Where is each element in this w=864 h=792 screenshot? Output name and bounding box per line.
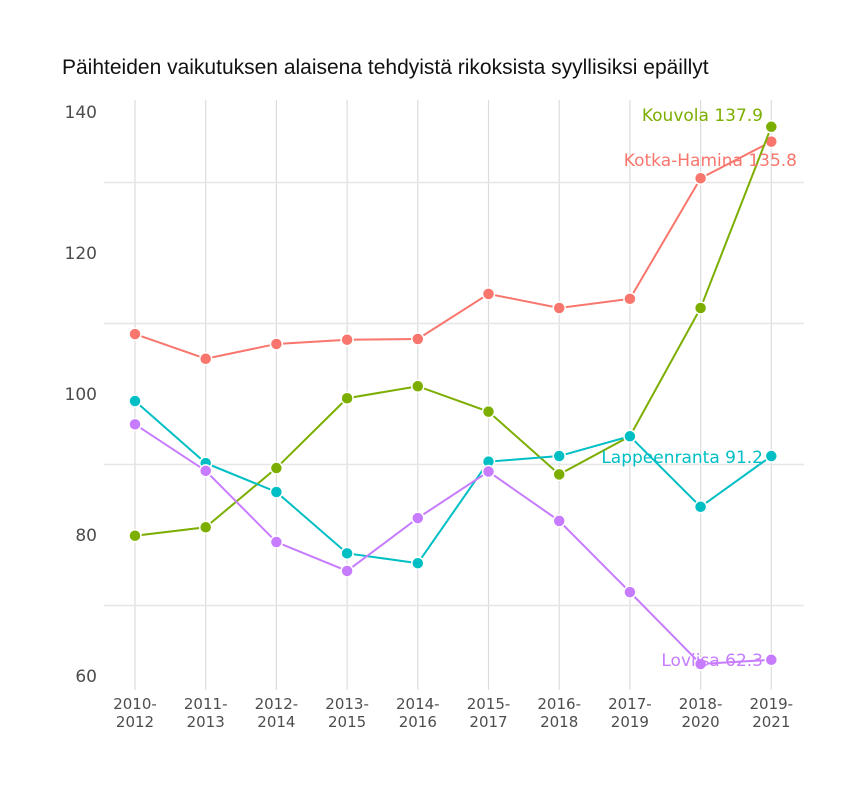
data-point — [623, 292, 637, 306]
series-labels: Kotka-Hamina 135.8 Kouvola 137.9 Lappeenra… — [601, 106, 797, 671]
data-point — [623, 429, 637, 444]
x-tick-label: 2010-2012 — [113, 695, 157, 731]
x-tick-label: 2012-2014 — [255, 695, 299, 731]
data-point — [340, 546, 354, 561]
series-kouvola — [128, 120, 779, 543]
series-line — [134, 126, 773, 537]
series-line — [134, 140, 772, 360]
data-point — [269, 461, 284, 475]
data-point — [693, 301, 708, 315]
data-point — [198, 352, 213, 366]
data-point — [693, 171, 708, 186]
x-tick-label: 2011-2013 — [184, 695, 228, 731]
data-point — [198, 464, 213, 478]
x-axis: 2010-2012 2011-2013 2012-2014 2013-2015 2014… — [113, 695, 793, 731]
data-point — [411, 379, 425, 393]
y-axis: 60 80 100 120 140 — [65, 103, 97, 687]
data-point — [411, 511, 425, 525]
x-tick-label: 2014-2016 — [396, 695, 440, 731]
gridlines — [104, 100, 804, 690]
series-end-label: Kouvola 137.9 — [642, 106, 763, 126]
data-point — [269, 485, 284, 499]
series-line — [134, 423, 772, 666]
data-point — [481, 287, 496, 301]
y-tick-label: 80 — [75, 526, 97, 546]
x-tick-label: 2015-2017 — [467, 695, 511, 731]
data-point — [764, 120, 779, 134]
y-tick-label: 60 — [75, 667, 97, 687]
chart-title: Päihteiden vaikutuksen alaisena tehdyist… — [62, 56, 709, 79]
series-end-label: Loviisa 62.3 — [661, 651, 763, 671]
data-point — [269, 337, 284, 351]
series-end-label: Lappeenranta 91.2 — [601, 448, 763, 468]
y-tick-label: 140 — [65, 103, 97, 123]
data-point — [693, 500, 708, 514]
data-point — [623, 585, 637, 599]
data-point — [481, 404, 496, 419]
data-point — [552, 467, 566, 482]
data-point — [481, 464, 496, 479]
data-point — [128, 417, 142, 432]
series-loviisa — [128, 417, 779, 671]
data-point — [340, 564, 354, 578]
data-point — [764, 449, 779, 463]
series-lappeenranta — [128, 394, 779, 570]
y-tick-label: 100 — [65, 385, 97, 405]
x-tick-label: 2013-2015 — [325, 695, 369, 731]
x-tick-label: 2018-2020 — [679, 695, 723, 731]
series-lines — [128, 120, 779, 671]
data-point — [198, 520, 213, 534]
data-point — [128, 327, 142, 341]
series-end-label: Kotka-Hamina 135.8 — [624, 151, 797, 171]
series-line — [134, 400, 772, 565]
data-point — [552, 449, 566, 463]
data-point — [128, 528, 142, 543]
x-tick-label: 2017-2019 — [608, 695, 652, 731]
data-point — [340, 391, 354, 405]
data-point — [552, 514, 566, 528]
data-point — [411, 556, 425, 570]
data-point — [269, 535, 284, 549]
data-point — [340, 332, 354, 347]
y-tick-label: 120 — [65, 244, 97, 264]
data-point — [128, 394, 142, 408]
data-point — [764, 653, 779, 667]
data-point — [411, 332, 425, 346]
series-kotka-hamina — [128, 134, 779, 366]
data-point — [693, 657, 708, 671]
x-tick-label: 2019-2021 — [750, 695, 794, 731]
x-tick-label: 2016-2018 — [537, 695, 581, 731]
data-point — [552, 301, 566, 315]
